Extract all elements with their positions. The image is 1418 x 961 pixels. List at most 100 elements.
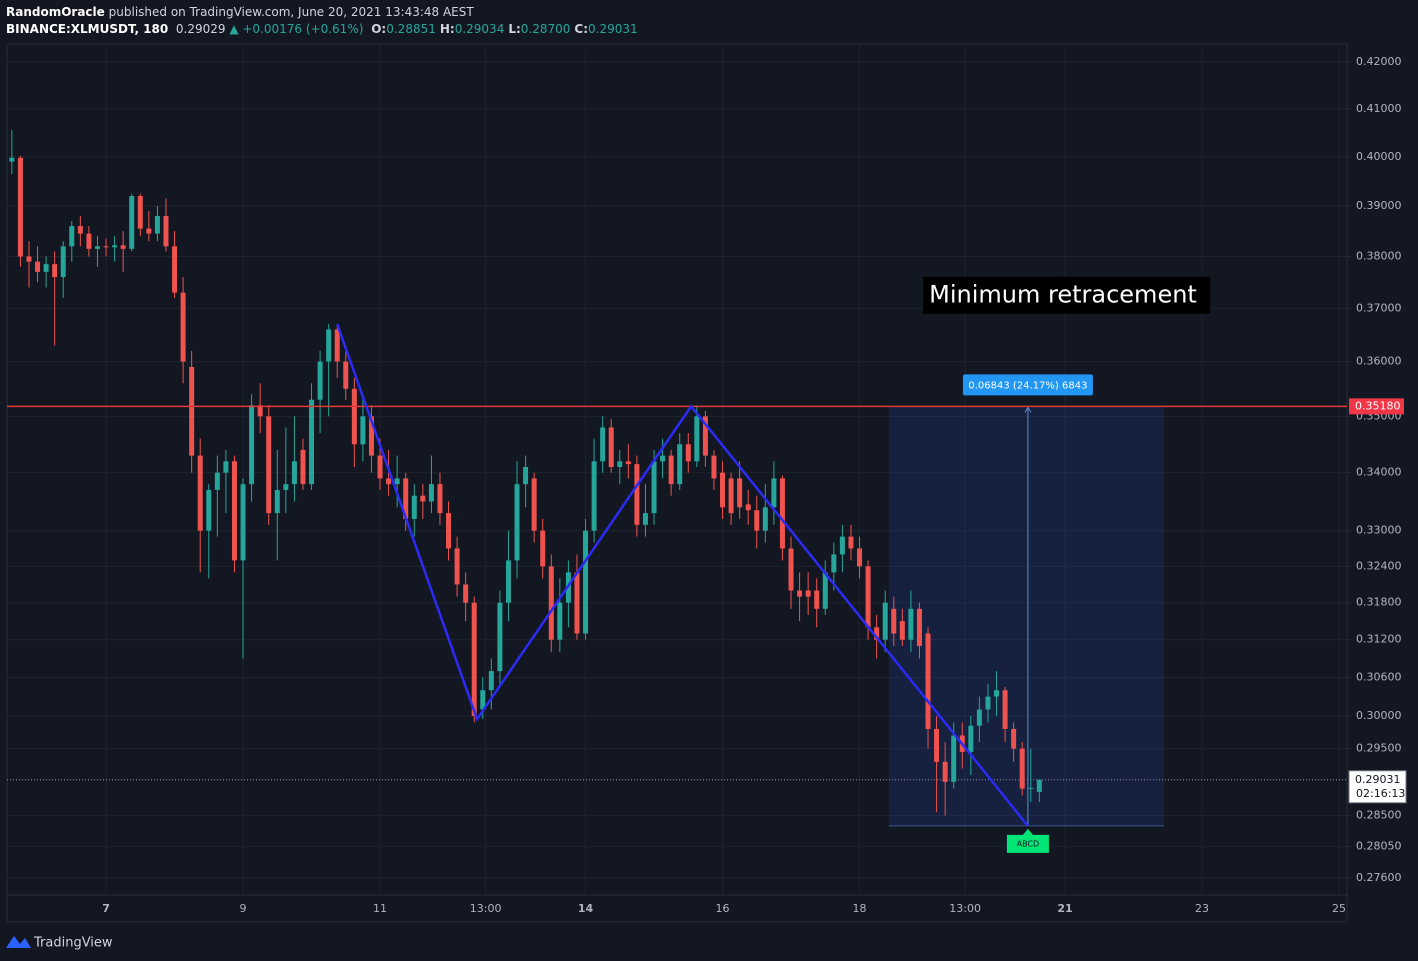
candle-body [377, 455, 383, 479]
candle-body [112, 245, 118, 248]
candle-body [129, 196, 135, 249]
candle-body [43, 264, 49, 272]
candle-body [831, 554, 837, 573]
x-tick-label: 14 [578, 902, 594, 915]
ohlc-key: H: [439, 22, 455, 36]
position-box [888, 406, 1165, 826]
candle-body [934, 728, 940, 762]
candle-body [839, 536, 845, 555]
candle-body [343, 361, 349, 389]
y-tick-label: 0.31200 [1356, 633, 1402, 646]
candle-body [1019, 748, 1025, 789]
candle-body [231, 461, 237, 561]
last-price-bg [1348, 770, 1407, 804]
candle-body [728, 478, 734, 514]
hline-label: 0.35180 [1355, 399, 1401, 412]
x-tick-label: 13:00 [470, 902, 502, 915]
candle-body [985, 696, 991, 710]
logo: TradingView [6, 936, 113, 951]
candle-body [668, 455, 674, 485]
position-label: 0.06843 (24.17%) 6843 [968, 380, 1087, 391]
logo-icon [6, 936, 31, 948]
candle-body [154, 216, 160, 234]
candle-body [326, 329, 332, 362]
ohlc: O:0.28851 H:0.29034 L:0.28700 C:0.29031 [367, 22, 637, 36]
candle-body [437, 484, 443, 514]
y-tick-label: 0.37000 [1356, 301, 1402, 314]
candle-body [771, 478, 777, 508]
y-tick-label: 0.30600 [1356, 670, 1402, 683]
candle-body [925, 633, 931, 729]
candle-body [660, 455, 666, 462]
candle-body [951, 735, 957, 782]
candle-body [69, 226, 75, 247]
candle-body [488, 671, 494, 691]
candle-body [137, 196, 143, 229]
candle-body [540, 530, 546, 567]
candle-body [77, 226, 83, 234]
y-tick-label: 0.28500 [1356, 809, 1402, 822]
x-tick-label: 16 [716, 902, 730, 915]
y-tick-label: 0.34000 [1356, 466, 1402, 479]
annotation: Minimum retracement [929, 281, 1197, 309]
candle-body [531, 478, 537, 531]
y-tick-label: 0.30000 [1356, 709, 1402, 722]
x-tick-label: 18 [853, 902, 867, 915]
candle-body [163, 216, 169, 247]
candle-body [52, 264, 58, 278]
y-tick-label: 0.41000 [1356, 102, 1402, 115]
ohlc-key: C: [574, 22, 589, 36]
candle-body [557, 602, 563, 640]
candle-body [591, 461, 597, 531]
candle-body [189, 366, 195, 456]
candle-body [574, 572, 580, 634]
candle-body [942, 761, 948, 782]
annotation-bg [923, 276, 1211, 314]
candle-body [968, 725, 974, 752]
hline-label-bg [1349, 398, 1404, 415]
candle-body [677, 444, 683, 485]
candle-body [762, 507, 768, 531]
candle-body [642, 513, 648, 525]
candle-body [223, 461, 229, 473]
candle-body [625, 461, 631, 465]
candle-body [172, 246, 178, 293]
candle-body [146, 228, 152, 234]
candle-body [976, 709, 982, 726]
candle-body [514, 484, 520, 561]
candle-body [411, 495, 417, 519]
candle-body [17, 157, 23, 257]
abcd-pattern [336, 323, 1029, 827]
candle-body [266, 416, 272, 514]
y-tick-label: 0.31800 [1356, 596, 1402, 609]
candle-body [86, 233, 92, 249]
position-label-bg [962, 374, 1093, 396]
candle-body [240, 484, 246, 561]
candle-body [446, 513, 452, 549]
candle-body [702, 416, 708, 456]
ohlc-key: L: [508, 22, 521, 36]
arrow-head [1024, 406, 1032, 413]
candle-body [180, 292, 186, 362]
candle-body [1002, 690, 1008, 729]
candle-body [9, 157, 15, 162]
candle-body [291, 461, 297, 485]
countdown: 02:16:13 [1356, 787, 1405, 800]
ohlc-key: O: [371, 22, 387, 36]
published: published on TradingView.com, June 20, 2… [108, 5, 474, 19]
candle-body [35, 261, 41, 272]
candle-body [634, 464, 640, 525]
candle-body [351, 388, 357, 445]
candle-body [891, 608, 897, 634]
header-line-1: RandomOracle published on TradingView.co… [6, 4, 638, 21]
candle-body [899, 621, 905, 640]
candle-body [745, 504, 751, 511]
brand: TradingView [33, 936, 113, 951]
candle-body [394, 478, 400, 485]
x-tick-label: 21 [1057, 902, 1072, 915]
x-tick-label: 25 [1332, 902, 1346, 915]
candle-body [583, 530, 589, 634]
candle-body [206, 489, 212, 531]
y-tick-label: 0.32400 [1356, 559, 1402, 572]
